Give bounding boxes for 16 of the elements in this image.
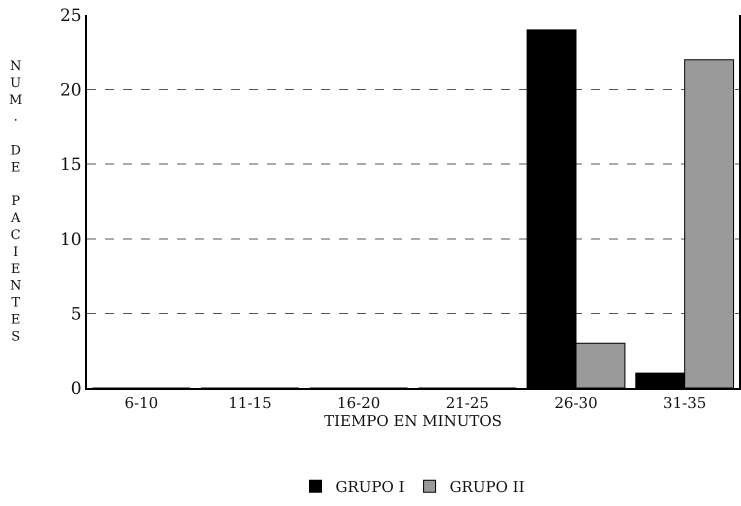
x-tick-label: 31-35 [663,394,706,412]
text: NUM. DE PACIENTES [9,59,22,344]
x-tick-label: 6-10 [124,394,158,412]
legend-label: GRUPO I [336,478,405,496]
x-tick-label: 26-30 [554,394,598,412]
y-tick-label: 15 [60,155,82,176]
x-tick-label: 21-25 [446,394,489,412]
y-tick-label: 25 [60,6,82,26]
legend-label: GRUPO II [450,478,525,496]
x-axis-title: TIEMPO EN MINUTOS [324,412,502,430]
y-tick-label: 5 [70,304,82,324]
y-tick-label: 0 [70,378,82,399]
x-tick-label: 16-20 [337,394,380,412]
y-tick-label: 20 [60,80,82,101]
y-tick-label: 10 [60,230,82,250]
x-tick-label: 11-15 [228,394,272,412]
